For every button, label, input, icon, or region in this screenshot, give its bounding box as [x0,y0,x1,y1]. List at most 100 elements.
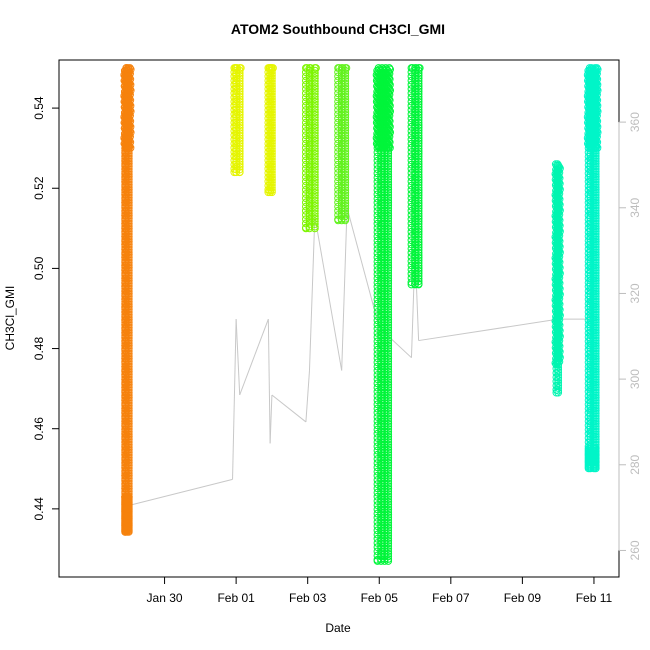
data-point [268,90,276,98]
data-point [591,360,600,368]
data-point [384,349,393,358]
data-point [124,336,133,345]
data-point [124,219,133,228]
data-point [384,484,393,493]
data-point [341,168,350,176]
data-point [310,116,319,124]
data-point [384,435,393,444]
y2-line-segment [239,318,269,396]
y-axis-label: CH3Cl_GMI [3,286,17,351]
data-point [124,269,133,277]
data-point [235,126,244,135]
data-point [384,201,393,210]
data-point [310,90,319,98]
data-point [268,168,276,176]
data-point [268,178,276,187]
data-point [414,168,423,176]
data-point [124,222,133,231]
data-point [591,367,600,376]
x-tick-label: Jan 30 [147,591,183,605]
data-point [124,250,133,259]
data-point [591,152,600,160]
data-point [310,149,319,158]
data-point [124,357,133,366]
data-point [414,240,423,249]
data-point [341,74,350,83]
data-point [384,430,393,439]
data-point [341,103,350,111]
data-point [384,237,393,246]
data-point [414,178,423,187]
data-point [124,453,133,462]
data-point [414,103,423,111]
data-point [414,131,423,140]
data-point [591,157,600,166]
data-point [384,521,393,530]
data-point [414,82,423,91]
data-point [235,66,244,75]
data-point [235,84,244,93]
data-point [268,139,276,148]
data-point [591,198,600,207]
data-point [268,105,276,114]
data-point [268,175,276,184]
data-point [414,220,423,228]
data-point [414,108,423,117]
data-point [124,185,133,194]
data-point [384,466,393,475]
data-point [384,292,393,301]
data-point [414,207,423,215]
data-point [384,336,393,345]
x-tick-label: Feb 09 [504,591,542,605]
data-point [591,222,600,231]
data-point [384,191,393,199]
data-point [384,334,393,342]
data-point [384,235,393,244]
data-point [124,471,133,480]
data-point [124,206,133,215]
data-point [414,217,423,226]
data-point [124,157,133,166]
data-point [310,79,319,88]
data-point [341,173,350,182]
data-point [268,97,276,106]
data-point [268,157,276,166]
data-point [268,160,276,169]
data-point [124,188,133,197]
data-point [384,321,393,329]
data-point [384,222,393,231]
data-point [591,305,600,314]
data-point [124,230,133,238]
data-point [341,157,350,166]
series-2 [230,64,245,177]
data-point [414,280,423,289]
data-point [414,233,423,241]
data-point [124,271,133,280]
data-point [310,207,319,215]
data-point [124,326,133,335]
data-point [414,160,423,169]
data-point [268,134,276,143]
data-point [124,266,133,275]
data-point [591,266,600,275]
data-point [554,365,563,374]
data-point [268,64,276,72]
series-8 [551,160,564,397]
data-point [591,279,600,288]
data-point [414,235,423,244]
data-point [310,77,319,85]
data-point [124,217,133,225]
data-point [414,90,423,98]
data-point [268,121,276,130]
data-point [384,474,393,483]
data-point [268,188,276,197]
data-point [414,277,423,286]
data-point [310,204,319,213]
data-point [310,139,319,148]
data-point [591,287,600,296]
data-point [591,214,600,223]
data-point [341,147,350,156]
data-point [341,207,350,215]
data-point [384,425,393,433]
